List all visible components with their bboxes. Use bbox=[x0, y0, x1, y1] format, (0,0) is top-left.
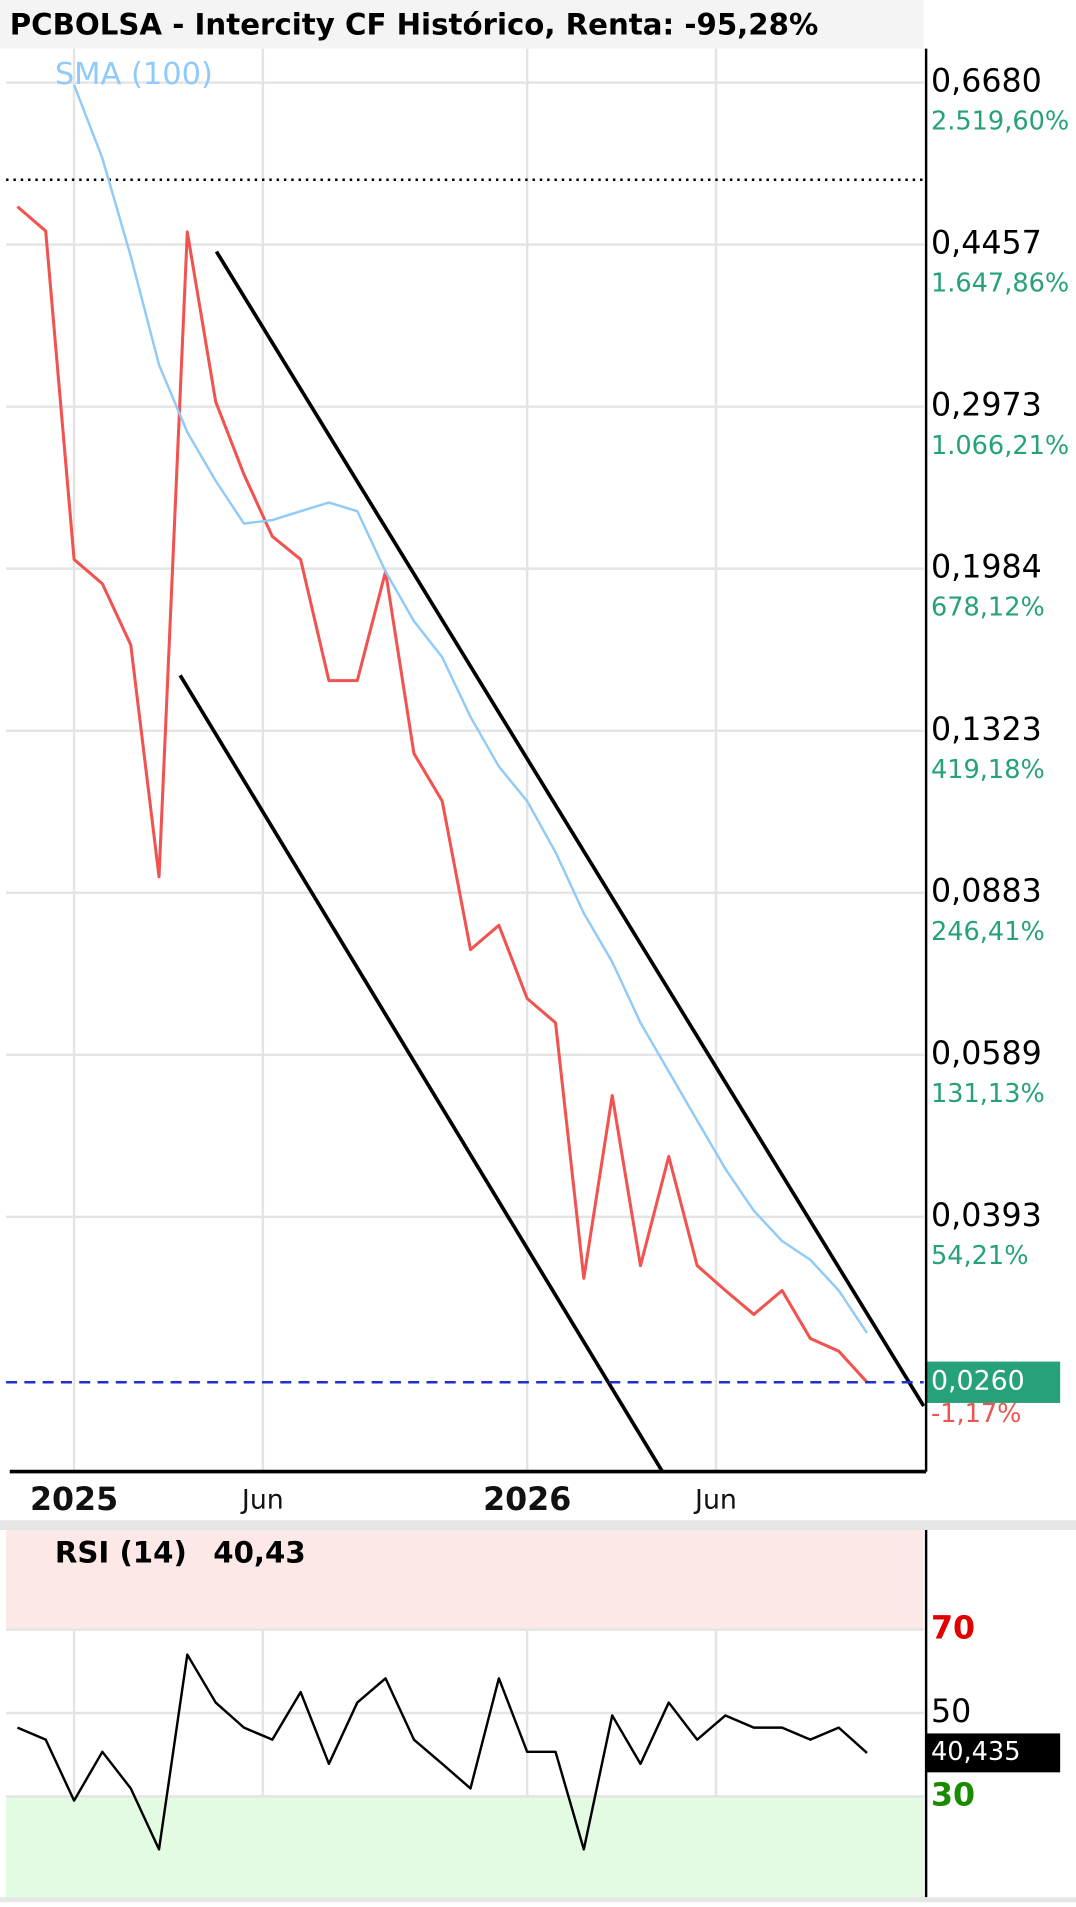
x-tick-label: Jun bbox=[240, 1484, 284, 1515]
y-tick-pct-label: 1.066,21% bbox=[931, 431, 1069, 461]
y-tick-pct-label: 2.519,60% bbox=[931, 107, 1069, 137]
y-tick-pct-label: 54,21% bbox=[931, 1241, 1029, 1271]
overbought-zone bbox=[6, 1529, 924, 1630]
y-tick-pct-label: 678,12% bbox=[931, 593, 1045, 623]
y-tick-label: 30 bbox=[931, 1777, 975, 1813]
change-label: -1,17% bbox=[931, 1399, 1021, 1429]
trendline bbox=[214, 250, 926, 1408]
x-tick-label: Jun bbox=[693, 1484, 737, 1515]
legend-sma: SMA (100) bbox=[55, 57, 213, 92]
y-tick-label: 0,0883 bbox=[931, 874, 1042, 910]
rsi-legend: RSI (14) bbox=[55, 1535, 187, 1569]
current-price-tag bbox=[926, 1361, 1061, 1403]
plot-layer: 2025 Jun 2026 Jun 0,6680 2.519,60% 0,4457 1.647… bbox=[0, 48, 1076, 1903]
series-line bbox=[16, 1653, 868, 1851]
rsi-tag-label: 40,435 bbox=[931, 1737, 1020, 1767]
y-tick-label: 0,0589 bbox=[931, 1036, 1042, 1072]
rsi-tag bbox=[926, 1733, 1061, 1773]
title-background bbox=[0, 0, 924, 49]
y-tick-label: 0,1984 bbox=[931, 550, 1042, 586]
series-line bbox=[72, 84, 869, 1334]
y-tick-pct-label: 1.647,86% bbox=[931, 269, 1069, 299]
y-tick-label: 0,2973 bbox=[931, 388, 1042, 424]
y-tick-label: 0,4457 bbox=[931, 226, 1042, 262]
y-tick-label: 70 bbox=[931, 1611, 975, 1647]
y-tick-pct-label: 246,41% bbox=[931, 917, 1045, 947]
y-tick-pct-label: 419,18% bbox=[931, 755, 1045, 785]
series-line bbox=[16, 205, 869, 1384]
y-tick-pct-label: 131,13% bbox=[931, 1079, 1045, 1109]
x-tick-label: 2026 bbox=[483, 1482, 571, 1518]
y-tick-label: 0,6680 bbox=[931, 64, 1042, 100]
rsi-last-value: 40,43 bbox=[213, 1535, 305, 1569]
x-tick-label: 2025 bbox=[30, 1482, 118, 1518]
y-tick-label: 0,1323 bbox=[931, 712, 1042, 748]
y-tick-label: 50 bbox=[931, 1694, 971, 1730]
y-tick-label: 0,0393 bbox=[931, 1198, 1042, 1234]
chart-title: PCBOLSA - Intercity CF Histórico, Renta:… bbox=[10, 8, 819, 42]
pane-separator bbox=[0, 1520, 1076, 1530]
current-price-label: 0,0260 bbox=[931, 1366, 1025, 1397]
oversold-zone bbox=[6, 1796, 924, 1898]
trendline bbox=[178, 674, 664, 1473]
